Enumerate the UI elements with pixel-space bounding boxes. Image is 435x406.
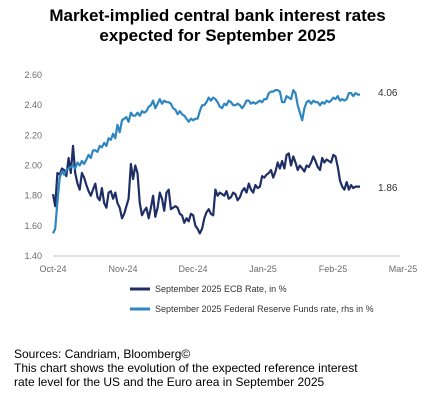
y-tick-label: 1.60 [24, 221, 42, 231]
x-tick-label: Mar-25 [389, 264, 418, 274]
y-tick-label: 2.40 [24, 100, 42, 110]
legend-label-ecb: September 2025 ECB Rate, in % [155, 284, 287, 294]
ecb-end-label: 1.86 [378, 183, 398, 194]
y-axis-ticks: 2.60 2.40 2.20 2.00 1.80 1.60 1.40 [24, 70, 42, 261]
chart-title-line-1: Market-implied central bank interest rat… [49, 6, 386, 25]
legend: September 2025 ECB Rate, in % September … [130, 284, 374, 314]
y-tick-label: 1.40 [24, 251, 42, 261]
chart-title-line-2: expected for September 2025 [99, 26, 336, 45]
x-tick-label: Feb-25 [319, 264, 348, 274]
x-tick-label: Oct-24 [39, 264, 66, 274]
fed-end-label: 4.06 [378, 88, 398, 99]
line-chart: 2.60 2.40 2.20 2.00 1.80 1.60 1.40 Oct-24 Nov-2… [24, 70, 417, 314]
sources-text: Sources: Candriam, Bloomberg© [14, 347, 191, 361]
chart-title: Market-implied central bank interest rat… [0, 6, 435, 46]
x-tick-label: Dec-24 [178, 264, 207, 274]
legend-label-fed: September 2025 Federal Reserve Funds rat… [155, 304, 374, 314]
x-axis-ticks: Oct-24 Nov-24 Dec-24 Jan-25 Feb-25 Mar-25 [39, 264, 417, 274]
note-line-1: This chart shows the evolution of the ex… [14, 361, 358, 375]
y-tick-label: 2.00 [24, 161, 42, 171]
ecb-rate-line [51, 144, 360, 235]
y-tick-label: 1.80 [24, 191, 42, 201]
series-lines [51, 88, 360, 235]
note-line-2: rate level for the US and the Euro area … [14, 375, 325, 389]
y-tick-label: 2.60 [24, 70, 42, 80]
chart-notes: Sources: Candriam, Bloomberg© This chart… [14, 347, 429, 389]
x-tick-label: Jan-25 [249, 264, 277, 274]
x-tick-label: Nov-24 [108, 264, 137, 274]
y-tick-label: 2.20 [24, 130, 42, 140]
fed-funds-rate-line [52, 88, 360, 234]
